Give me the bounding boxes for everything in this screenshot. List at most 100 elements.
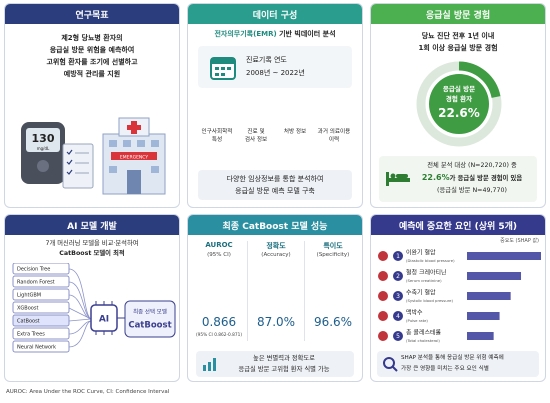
model-box [12, 314, 70, 327]
data-panel: 데이터 구성 전자의무기록(EMR) 기반 빅데이터 분석 진료기록 연도 20… [187, 3, 363, 208]
data-note: 다양한 임상정보를 통합 분석하여 응급실 방문 예측 모델 구축 [198, 170, 352, 200]
bar [467, 292, 511, 300]
label-line: 이력 [328, 137, 340, 143]
data-item-label: 처방 정보 [273, 128, 317, 136]
selected-model: CatBoost [128, 321, 171, 331]
text-line: 응급실 방문 고위험 환자 식별 가능 [238, 366, 330, 373]
model-name: Decision Tree [17, 267, 50, 273]
goal-illustration: 130 mg/dL EMERGENCY [21, 117, 166, 195]
ai-chip: AI [99, 315, 109, 325]
model-name: Neural Network [17, 345, 56, 351]
er-panel: 응급실 방문 경험 당뇨 진단 전후 1년 이내 1회 이상 응급실 방문 경험 … [370, 3, 546, 208]
model-name: XGBoost [17, 306, 38, 312]
rank: 3 [396, 293, 400, 300]
data-items: 인구사회학적 특성 진료 및 검사 정보 처방 정보 과거 의료이용 이력 [188, 98, 362, 162]
divider [304, 241, 305, 341]
text-line: 당뇨 진단 전후 1년 이내 [421, 32, 495, 40]
goal-text: 제2형 당뇨병 환자의 응급실 방문 위험을 예측하여 고위험 환자를 조기에 선별… [5, 32, 179, 80]
model-box [12, 301, 70, 314]
text-line: 고위험 환자를 조기에 선별하고 [46, 58, 138, 66]
bar [467, 252, 541, 260]
bed-icon [386, 172, 410, 186]
model-box [12, 275, 70, 288]
label-line: 처방 정보 [283, 129, 307, 135]
factor-en: (Serum creatinine) [406, 278, 442, 283]
model-name: CatBoost [17, 319, 40, 325]
factors-panel: 예측에 중요한 요인 (상위 5개) 중요도 (SHAP 값) 1 이완기 혈압(… [370, 214, 546, 382]
selected-label: 최종 선택 모델 [133, 308, 167, 316]
goal-panel: 연구목표 제2형 당뇨병 환자의 응급실 방문 위험을 예측하여 고위험 환자를 조… [4, 3, 180, 208]
ring-value: 22.6% [438, 106, 480, 120]
factor-icon [378, 251, 388, 261]
label-line: 검사 정보 [244, 137, 268, 143]
rank: 5 [396, 333, 400, 340]
rank-badge [393, 291, 403, 301]
factor-en: (Total cholesterol) [406, 338, 440, 343]
hospital-sign: EMERGENCY [120, 155, 148, 161]
summary-rest: 가 응급실 방문 경험이 있음 [449, 175, 523, 182]
model-box [12, 340, 70, 353]
perf-panel: 최종 CatBoost 모델 성능 AUROC (95% CI) 0.866 (95%… [187, 214, 363, 382]
metric-value: 96.6% [313, 315, 353, 329]
ring-label: 응급실 방문 경험 환자 [415, 84, 503, 104]
er-text: 당뇨 진단 전후 1년 이내 1회 이상 응급실 방문 경험 [371, 30, 545, 54]
text-line: SHAP 분석을 통해 응급실 방문 위험 예측에 [401, 355, 504, 361]
factor-name: 맥박수 [406, 309, 423, 317]
factor-icon [378, 311, 388, 321]
factor-name: 총 콜레스테롤 [406, 329, 442, 337]
text-line: 예방적 관리를 지원 [63, 70, 121, 78]
factor-en: (Pulse rate) [406, 318, 428, 323]
model-name: Random Forest [17, 280, 55, 286]
factor-icon [378, 271, 388, 281]
rank-badge [393, 251, 403, 261]
metric-name: 특이도 [323, 242, 343, 250]
metric-ci: (95% CI 0.862-0.871) [195, 333, 243, 338]
divider [247, 241, 248, 341]
footer: AUROC: Area Under the ROC Curve, CI: Con… [6, 389, 170, 395]
bar [467, 332, 494, 340]
model-box [12, 263, 70, 275]
rank-badge [393, 271, 403, 281]
ring-label-line: 경험 환자 [445, 95, 473, 103]
axis-label: 중요도 (SHAP 값) [500, 238, 539, 244]
period-box: 진료기록 연도 2008년 ~ 2022년 [198, 46, 352, 88]
metric-sub: (Specificity) [316, 252, 350, 258]
text-line: 가장 큰 영향을 미치는 주요 요인 식별 [401, 366, 489, 372]
metric-sub: (Accuracy) [261, 252, 291, 258]
panel-title: 최종 CatBoost 모델 성능 [188, 215, 362, 235]
rank: 2 [396, 273, 400, 280]
text-line: 1회 이상 응급실 방문 경험 [418, 44, 498, 52]
factor-name: 이완기 혈압 [406, 249, 436, 257]
summary-line: 전체 분석 대상 (N=220,720) 중 [427, 162, 517, 169]
data-item-label: 과거 의료이용 이력 [312, 128, 356, 144]
text-line: 높은 변별력과 정확도로 [253, 355, 315, 362]
label-line: 진료 및 [247, 129, 265, 135]
model-name: Extra Trees [17, 332, 45, 338]
factor-icon [378, 291, 388, 301]
factor-name: 수축기 혈압 [406, 289, 436, 297]
er-summary: 전체 분석 대상 (N=220,720) 중 22.6%가 응급실 방문 경험이… [379, 156, 537, 202]
summary-text: 전체 분석 대상 (N=220,720) 중 22.6%가 응급실 방문 경험이… [409, 160, 535, 197]
metric-value: 0.866 [201, 315, 237, 329]
ai-diagram: AI 최종 선택 모델 CatBoost Decision Tree Random… [12, 263, 176, 353]
summary-em: 22.6% [421, 173, 450, 182]
factor-name: 혈청 크레아티닌 [406, 269, 447, 277]
metric-name: 정확도 [266, 242, 286, 250]
ai-text: 7개 머신러닝 모델을 비교·분석하여 CatBoost 모델이 최적 [5, 239, 179, 259]
panel-title: 응급실 방문 경험 [371, 4, 545, 24]
model-name: LightGBM [17, 293, 41, 299]
subtitle-em: 전자의무기록(EMR) [214, 30, 277, 38]
meter-value: 130 [32, 132, 55, 145]
summary-line: (응급실 방문 N=49,770) [437, 187, 507, 194]
text-line: 다양한 임상정보를 통합 분석하여 [226, 175, 324, 183]
model-box [12, 288, 70, 301]
factor-en: (Systolic blood pressure) [406, 298, 453, 303]
rank-badge [393, 311, 403, 321]
